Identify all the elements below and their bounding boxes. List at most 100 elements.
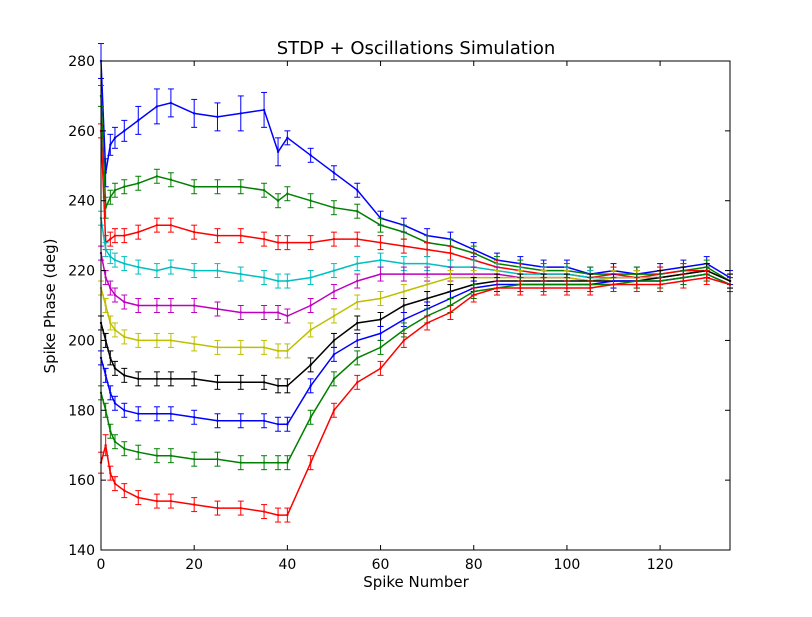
data-point [239,419,242,422]
data-point [155,339,159,342]
data-point [113,482,117,485]
data-point [104,374,107,377]
data-point [123,262,126,265]
data-point [155,304,159,307]
data-point [262,237,266,241]
data-point [262,381,266,384]
data-point [137,119,140,122]
tick-layer: 0 20 40 60 80 100 120 140 160 180 200 220 240 260 280 [68,54,730,573]
data-point [169,499,173,503]
data-point [309,154,312,157]
data-point [449,311,452,314]
data-point [309,384,312,388]
data-point [169,223,173,227]
data-point [356,381,359,384]
data-point [192,377,196,381]
x-tick-label: 0 [97,557,106,573]
data-point [137,339,140,342]
data-point [262,510,266,513]
data-point [402,339,406,342]
data-point [472,293,475,297]
data-point [155,412,159,415]
data-point [332,314,336,318]
data-point [169,454,173,457]
data-point [276,423,280,426]
data-point [276,199,280,202]
data-point [379,272,382,276]
data-point [169,412,173,415]
data-point [495,286,499,290]
data-point [216,457,219,461]
data-point [332,290,336,293]
data-point [449,251,452,255]
data-point [356,189,359,192]
data-point [113,367,117,370]
data-point [356,339,359,342]
data-point [286,279,289,283]
data-point [192,416,196,419]
data-point [239,112,242,115]
data-point [356,300,359,304]
data-point [192,457,196,461]
data-point [123,409,126,412]
x-tick-label: 100 [554,557,581,573]
data-point [262,311,266,314]
data-point [286,513,289,517]
data-point [155,269,159,272]
y-tick-label: 280 [68,54,95,70]
data-point [137,412,140,415]
data-point [286,384,289,388]
data-point [309,276,312,279]
data-point [104,171,107,174]
data-point [216,115,219,119]
data-point [332,237,336,241]
data-point [565,286,569,290]
data-point [239,272,242,276]
data-point [155,175,159,178]
data-point [402,230,406,234]
x-tick-label: 80 [465,557,483,573]
data-point [113,440,117,443]
data-point [425,283,429,286]
data-point [239,381,242,384]
data-point [216,307,219,311]
data-point [239,185,242,188]
data-point [356,321,359,325]
data-point [425,321,429,325]
data-point [239,311,242,314]
data-point [276,461,280,464]
data-point [216,234,219,237]
data-point [137,377,140,381]
data-point [155,499,159,503]
data-point [379,318,382,321]
data-point [589,286,592,290]
data-point [109,430,112,433]
data-point [276,384,280,388]
data-point [309,241,312,244]
data-point [262,189,266,192]
data-point [309,461,312,464]
data-point [113,328,117,332]
data-point [169,377,173,381]
data-point [332,339,336,342]
y-tick-label: 220 [68,264,95,280]
data-point [113,189,117,192]
data-point [402,290,406,293]
data-point [192,185,196,188]
data-point [379,367,382,370]
data-point [262,276,266,279]
data-point [262,461,266,464]
data-point [192,269,196,272]
data-point [286,461,289,464]
data-point [309,199,312,202]
data-point [123,374,126,377]
y-axis-label: Spike Phase (deg) [41,239,59,374]
data-point [239,346,242,349]
data-point [402,262,406,265]
data-point [109,255,112,258]
series-layer [98,43,733,523]
data-point [216,269,219,272]
data-point [104,276,107,279]
data-point [137,496,140,499]
data-point [169,101,173,105]
